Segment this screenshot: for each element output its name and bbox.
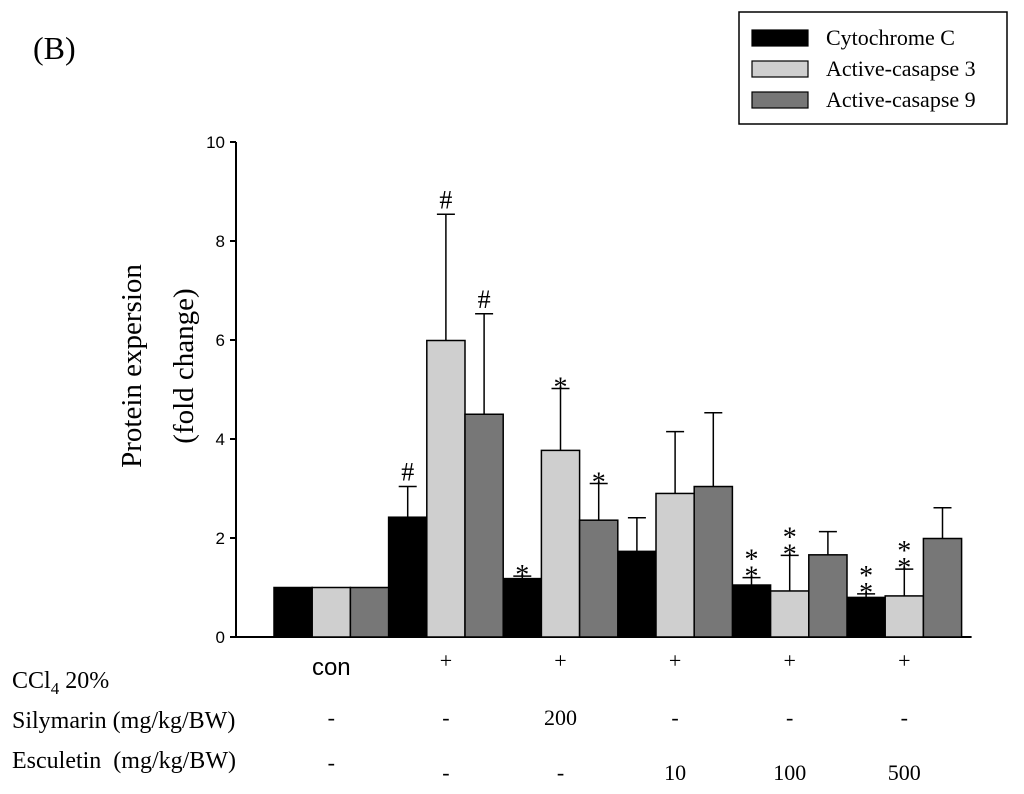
bar-active-casapse-9: [578, 519, 619, 638]
x-tick-label: +: [898, 648, 910, 673]
esculetin-dose: -: [328, 750, 335, 775]
legend-swatch: [751, 91, 809, 109]
y-tick-label: 8: [216, 232, 225, 251]
silymarin-dose: 200: [544, 705, 577, 730]
y-tick-label: 4: [216, 430, 225, 449]
bar-active-casapse-9: [464, 413, 504, 638]
bar-active-casapse-9: [349, 586, 390, 638]
y-axis-label: Protein expersion: [116, 264, 148, 468]
esculetin-dose: 100: [773, 760, 806, 785]
bar-active-casapse-9: [808, 554, 848, 638]
y-axis-label-line2: (fold change): [168, 288, 200, 443]
significance-label: #: [439, 185, 452, 214]
significance-label: *: [859, 561, 873, 592]
bar-active-casapse-3: [540, 449, 581, 638]
x-tick-label: +: [669, 648, 681, 673]
panel-label: (B): [33, 30, 76, 66]
esculetin-dose: 10: [664, 760, 686, 785]
significance-label: *: [745, 562, 759, 593]
legend-label: Active-casapse 9: [826, 87, 976, 112]
esculetin-dose: -: [442, 760, 449, 785]
bar-cytochrome-c: [617, 550, 657, 638]
esculetin-row-label: Esculetin (mg/kg/BW): [12, 748, 236, 774]
significance-label: *: [859, 578, 873, 609]
x-tick-label: +: [554, 648, 566, 673]
legend-label: Active-casapse 3: [826, 56, 976, 81]
y-tick-label: 2: [216, 529, 225, 548]
significance-label: *: [515, 560, 529, 591]
esculetin-dose: -: [557, 760, 564, 785]
silymarin-dose: -: [901, 705, 908, 730]
significance-label: *: [783, 539, 797, 570]
legend-swatch: [751, 60, 809, 78]
bar-active-casapse-3: [769, 590, 810, 638]
x-tick-label: con: [312, 654, 351, 681]
bar-active-casapse-3: [884, 595, 925, 638]
bar-cytochrome-c: [731, 584, 772, 638]
silymarin-dose: -: [328, 705, 335, 730]
significance-label: #: [401, 458, 414, 487]
significance-label: *: [897, 553, 911, 584]
bar-cytochrome-c: [273, 586, 313, 638]
ccl4-subscript: 4: [50, 678, 60, 698]
ccl4-label: CCl: [12, 668, 51, 694]
bar-cytochrome-c: [387, 516, 428, 638]
significance-label: #: [478, 285, 491, 314]
bar-active-casapse-3: [311, 586, 352, 638]
bar-active-casapse-9: [922, 537, 963, 638]
esculetin-dose: 500: [888, 760, 921, 785]
bar-active-casapse-9: [693, 485, 734, 638]
silymarin-row-label: Silymarin (mg/kg/BW): [12, 708, 236, 734]
legend-label: Cytochrome C: [826, 25, 955, 50]
silymarin-dose: -: [786, 705, 793, 730]
silymarin-dose: -: [671, 705, 678, 730]
legend-swatch: [751, 29, 809, 47]
y-tick-label: 0: [216, 628, 225, 647]
significance-label: *: [592, 468, 606, 499]
x-tick-label: +: [783, 648, 795, 673]
bar-active-casapse-3: [426, 339, 466, 638]
ccl4-row-label: CCl4 20%: [12, 668, 109, 699]
silymarin-dose: -: [442, 705, 449, 730]
y-tick-label: 10: [206, 133, 225, 152]
ccl4-suffix: 20%: [59, 668, 110, 694]
significance-label: *: [783, 522, 797, 553]
significance-label: *: [554, 373, 568, 404]
significance-label: *: [897, 536, 911, 567]
significance-label: *: [745, 545, 759, 576]
y-tick-label: 6: [216, 331, 225, 350]
bar-active-casapse-3: [655, 492, 695, 638]
x-tick-label: +: [440, 648, 452, 673]
